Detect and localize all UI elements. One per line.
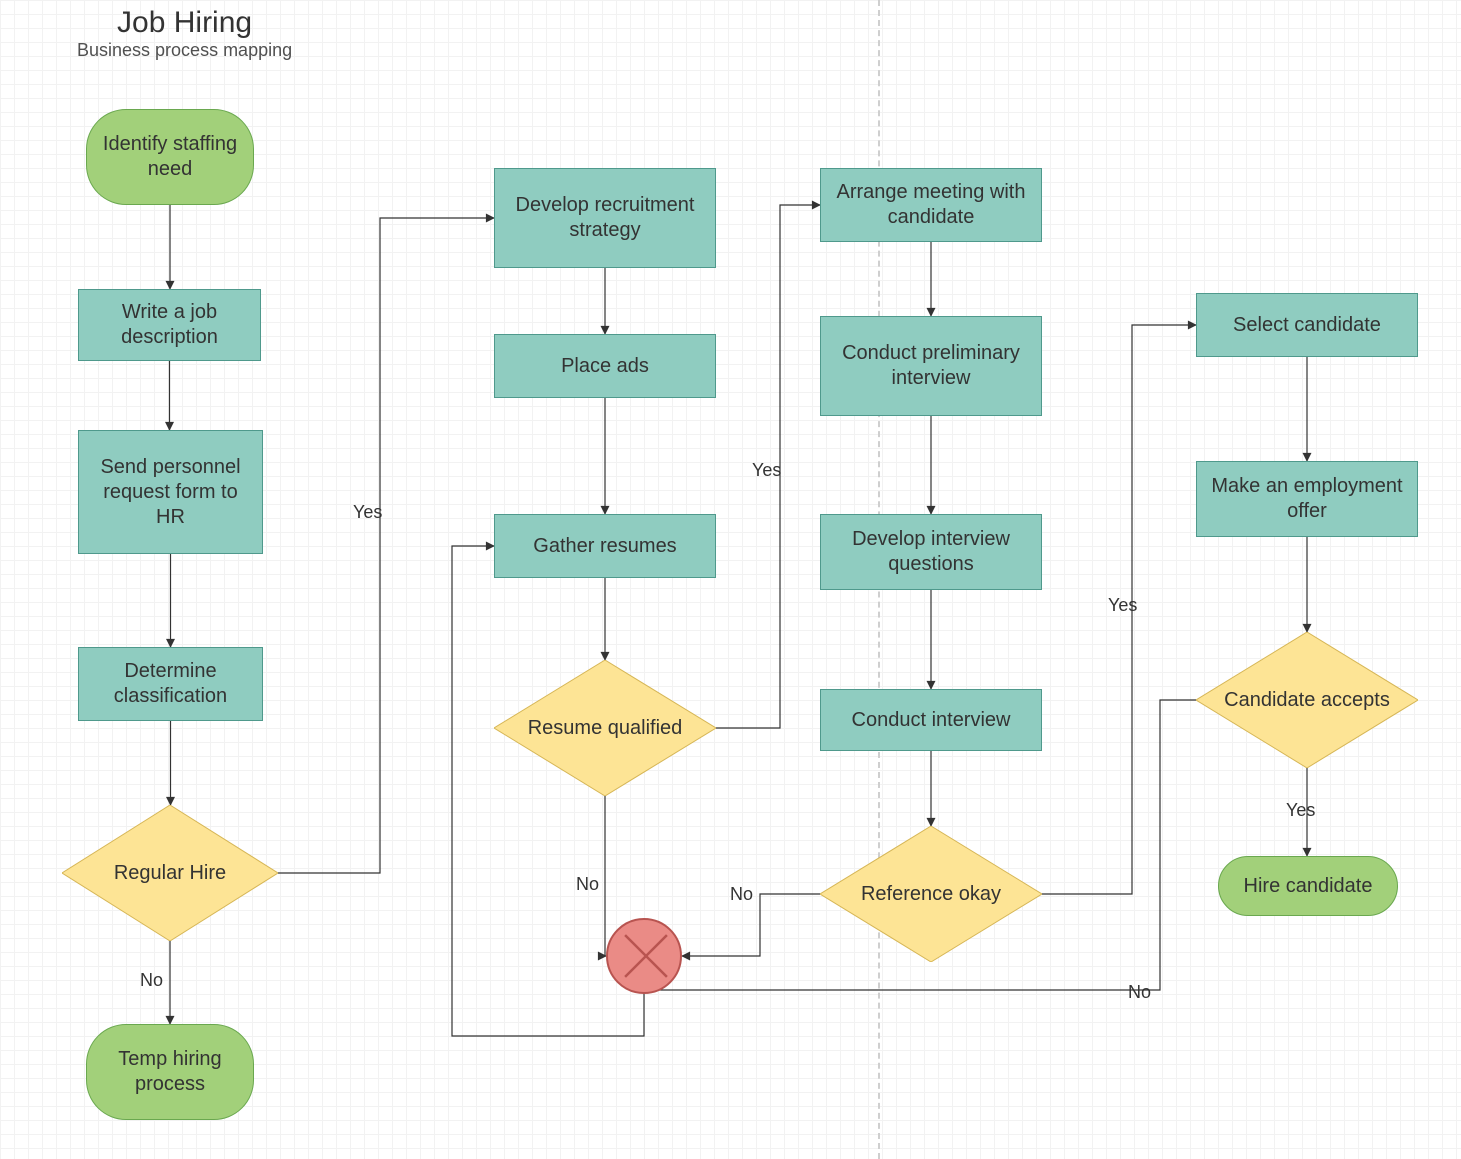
- process-node: Select candidate: [1196, 293, 1418, 357]
- process-node: Send personnel request form to HR: [78, 430, 263, 554]
- edge-label-no: No: [1128, 982, 1151, 1003]
- terminator-node: Temp hiring process: [86, 1024, 254, 1120]
- process-node: Place ads: [494, 334, 716, 398]
- edge-label-no: No: [576, 874, 599, 895]
- edge-label-yes: Yes: [353, 502, 382, 523]
- decision-node: Resume qualified: [494, 660, 716, 796]
- decision-node: Candidate accepts: [1196, 632, 1418, 768]
- reject-node: [606, 918, 682, 994]
- terminator-node: Identify staffing need: [86, 109, 254, 205]
- edge-label-yes: Yes: [752, 460, 781, 481]
- process-node: Write a job description: [78, 289, 261, 361]
- process-node: Arrange meeting with candidate: [820, 168, 1042, 242]
- edge-label-no: No: [140, 970, 163, 991]
- title-block: Job Hiring Business process mapping: [77, 6, 292, 61]
- decision-node: Regular Hire: [62, 805, 278, 941]
- process-node: Gather resumes: [494, 514, 716, 578]
- decision-node: Reference okay: [820, 826, 1042, 962]
- process-node: Develop recruitment strategy: [494, 168, 716, 268]
- edge-label-yes: Yes: [1108, 595, 1137, 616]
- process-node: Determine classification: [78, 647, 263, 721]
- process-node: Conduct preliminary interview: [820, 316, 1042, 416]
- page-title: Job Hiring: [77, 6, 292, 40]
- page-subtitle: Business process mapping: [77, 40, 292, 61]
- process-node: Make an employment offer: [1196, 461, 1418, 537]
- edge-label-yes: Yes: [1286, 800, 1315, 821]
- terminator-node: Hire candidate: [1218, 856, 1398, 916]
- edge-label-no: No: [730, 884, 753, 905]
- process-node: Develop interview questions: [820, 514, 1042, 590]
- process-node: Conduct interview: [820, 689, 1042, 751]
